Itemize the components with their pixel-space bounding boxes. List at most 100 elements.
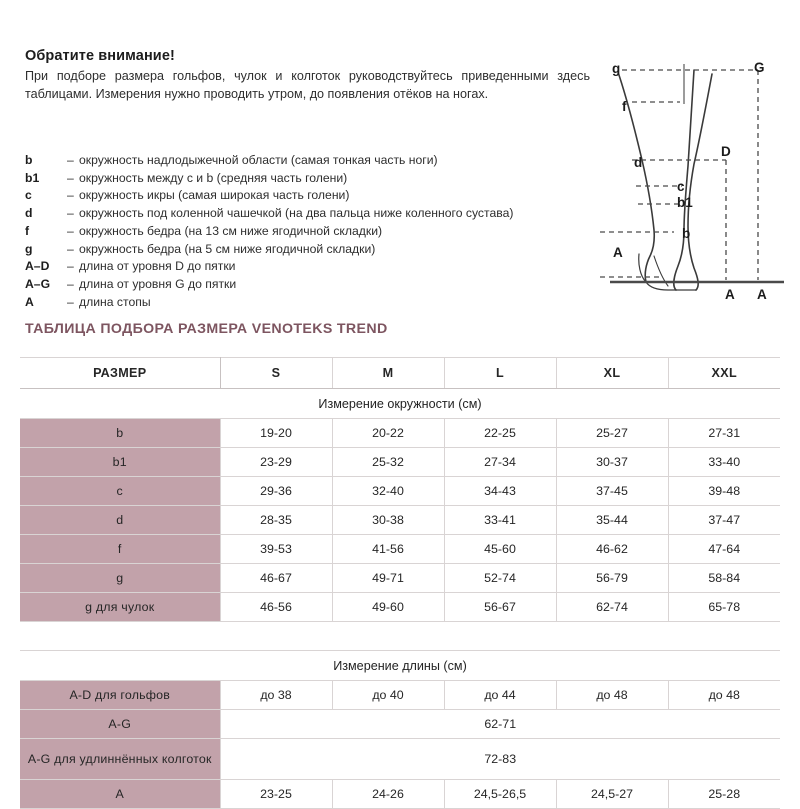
cell-value: до 48 <box>556 680 669 710</box>
legend-key: A–D <box>25 259 50 274</box>
notice-title: Обратите внимание! <box>25 48 175 64</box>
legend-key: g <box>25 241 33 256</box>
column-header-s: S <box>220 357 333 389</box>
cell-value: 45-60 <box>444 534 557 564</box>
notice-block: Обратите внимание! При подборе размера г… <box>25 48 590 104</box>
cell-value: 41-56 <box>332 534 445 564</box>
cell-value: 49-71 <box>332 563 445 593</box>
cell-value: 25-32 <box>332 447 445 477</box>
legend-definition: длина от уровня D до пятки <box>79 259 236 274</box>
measurement-legend: b – окружность надлодыжечной области (са… <box>25 152 605 311</box>
legend-definition: окружность бедра (на 5 см ниже ягодичной… <box>79 241 376 256</box>
legend-dash: – <box>67 153 74 167</box>
cell-value: до 44 <box>444 680 557 710</box>
size-table: РАЗМЕР S M L XL XXL Измерение окружности… <box>20 357 780 809</box>
legend-definition: окружность бедра (на 13 см ниже ягодично… <box>79 223 383 238</box>
diagram-label-G-upper: G <box>754 60 765 75</box>
cell-value: 37-45 <box>556 476 669 506</box>
cell-value: 30-37 <box>556 447 669 477</box>
column-header-l: L <box>444 357 557 389</box>
row-label: A-G <box>20 709 221 739</box>
row-label: b <box>20 418 221 448</box>
diagram-label-D: D <box>721 144 731 159</box>
legend-item: A–G – длина от уровня G до пятки <box>25 276 605 292</box>
row-label: f <box>20 534 221 564</box>
legend-key: A–G <box>25 277 51 292</box>
table-row: f 39-53 41-56 45-60 46-62 47-64 <box>20 534 780 564</box>
cell-value: 56-79 <box>556 563 669 593</box>
table-row: g 46-67 49-71 52-74 56-79 58-84 <box>20 563 780 593</box>
table-row: A-D для гольфов до 38 до 40 до 44 до 48 … <box>20 680 780 710</box>
cell-value: 23-29 <box>220 447 333 477</box>
table-row: d 28-35 30-38 33-41 35-44 37-47 <box>20 505 780 535</box>
column-header-xl: XL <box>556 357 669 389</box>
legend-dash: – <box>67 241 74 256</box>
cell-value: 27-31 <box>668 418 780 448</box>
cell-value: 34-43 <box>444 476 557 506</box>
cell-value: 52-74 <box>444 563 557 593</box>
legend-dash: – <box>67 206 74 221</box>
column-header-xxl: XXL <box>668 357 780 389</box>
table-row: A 23-25 24-26 24,5-26,5 24,5-27 25-28 <box>20 779 780 809</box>
legend-key: A <box>25 294 34 309</box>
diagram-label-f: f <box>622 99 627 114</box>
leg-outline-back <box>617 71 656 283</box>
legend-key: d <box>25 206 33 221</box>
legend-dash: – <box>67 170 74 185</box>
legend-item: b – окружность надлодыжечной области (са… <box>25 152 605 168</box>
cell-value: 58-84 <box>668 563 780 593</box>
cell-value: 30-38 <box>332 505 445 535</box>
table-block-gap <box>20 621 780 651</box>
legend-item: g – окружность бедра (на 5 см ниже ягоди… <box>25 241 605 257</box>
page-title: ТАБЛИЦА ПОДБОРА РАЗМЕРА VENOTEKS TREND <box>25 321 388 337</box>
cell-value-spanning: 72-83 <box>220 738 780 780</box>
diagram-label-g: g <box>612 61 621 76</box>
legend-item: d – окружность под коленной чашечкой (на… <box>25 205 605 221</box>
cell-value: 46-62 <box>556 534 669 564</box>
cell-value: 20-22 <box>332 418 445 448</box>
diagram-label-A-G-bottom: A <box>757 287 767 302</box>
section-header-length: Измерение длины (см) <box>20 650 780 681</box>
cell-value: 19-20 <box>220 418 333 448</box>
legend-key: f <box>25 223 30 238</box>
cell-value: 33-41 <box>444 505 557 535</box>
cell-value: 46-56 <box>220 592 333 622</box>
legend-item: f – окружность бедра (на 13 см ниже ягод… <box>25 223 605 239</box>
leg-measurement-diagram <box>596 34 792 314</box>
table-row: b1 23-29 25-32 27-34 30-37 33-40 <box>20 447 780 477</box>
cell-value: 28-35 <box>220 505 333 535</box>
legend-dash: – <box>67 259 74 274</box>
gap-cell <box>20 621 780 651</box>
cell-value: 24,5-26,5 <box>444 779 557 809</box>
cell-value: 39-48 <box>668 476 780 506</box>
legend-definition: окружность под коленной чашечкой (на два… <box>79 206 514 221</box>
cell-value: 22-25 <box>444 418 557 448</box>
cell-value: 24,5-27 <box>556 779 669 809</box>
legend-item: A – длина стопы <box>25 294 605 310</box>
foot-sole <box>645 281 697 291</box>
cell-value: до 38 <box>220 680 333 710</box>
legend-dash: – <box>67 294 74 309</box>
column-header-size: РАЗМЕР <box>20 357 221 389</box>
cell-value: 47-64 <box>668 534 780 564</box>
table-row: g для чулок 46-56 49-60 56-67 62-74 65-7… <box>20 592 780 622</box>
heel-back <box>638 253 647 283</box>
cell-value: 23-25 <box>220 779 333 809</box>
table-row: c 29-36 32-40 34-43 37-45 39-48 <box>20 476 780 506</box>
row-label: A-D для гольфов <box>20 680 221 710</box>
cell-value: 27-34 <box>444 447 557 477</box>
cell-value: 24-26 <box>332 779 445 809</box>
leg-outline-front-outer <box>687 73 713 291</box>
row-label: A-G для удлиннённых колготок <box>20 738 221 780</box>
legend-dash: – <box>67 223 74 238</box>
cell-value: 25-27 <box>556 418 669 448</box>
cell-value: 62-74 <box>556 592 669 622</box>
row-label: g <box>20 563 221 593</box>
legend-key: b1 <box>25 170 40 185</box>
legend-item: A–D – длина от уровня D до пятки <box>25 258 605 274</box>
cell-value: 49-60 <box>332 592 445 622</box>
diagram-label-b1: b1 <box>677 195 693 210</box>
section-label: Измерение окружности (см) <box>20 388 780 419</box>
cell-value: 46-67 <box>220 563 333 593</box>
